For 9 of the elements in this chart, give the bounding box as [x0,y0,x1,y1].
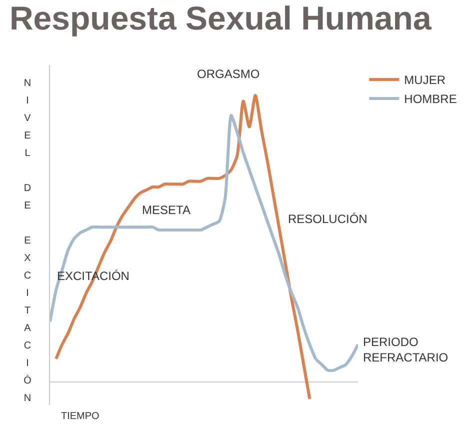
y-axis-title: NIVEL DE EXCITACIÓN [22,78,33,410]
annotation: MESETA [142,203,190,217]
x-axis-title: TIEMPO [61,411,100,422]
text: PERIODO REFRACTARIO [363,335,448,365]
legend-label: HOMBRE [404,92,457,106]
chart-title: Respuesta Sexual Humana [9,0,432,37]
annotation: RESOLUCIÓN [288,212,368,226]
legend-label: MUJER [404,73,446,88]
text: ORGASMO [197,67,260,81]
